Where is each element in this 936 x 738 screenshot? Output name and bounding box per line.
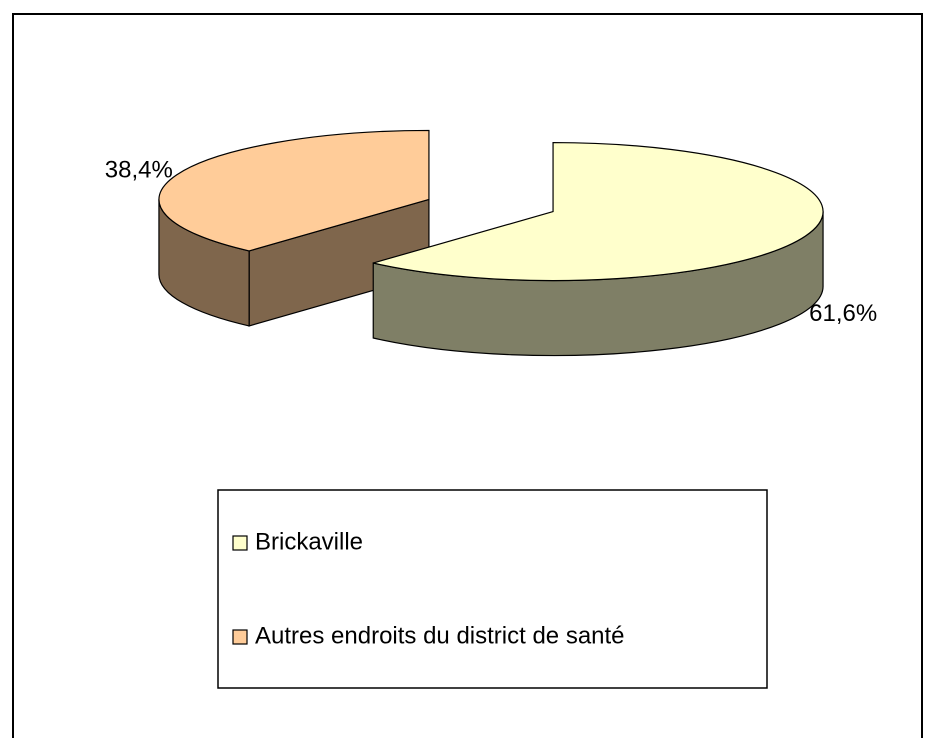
legend-label: Autres endroits du district de santé <box>255 622 625 649</box>
slice <box>158 129 430 252</box>
legend-label: Brickaville <box>255 528 363 555</box>
data-label: 38,4% <box>105 157 173 184</box>
legend-box <box>217 489 768 689</box>
data-label: 61,6% <box>809 300 877 327</box>
legend-swatch <box>232 629 248 645</box>
legend-swatch <box>232 535 248 551</box>
slice <box>373 141 824 282</box>
